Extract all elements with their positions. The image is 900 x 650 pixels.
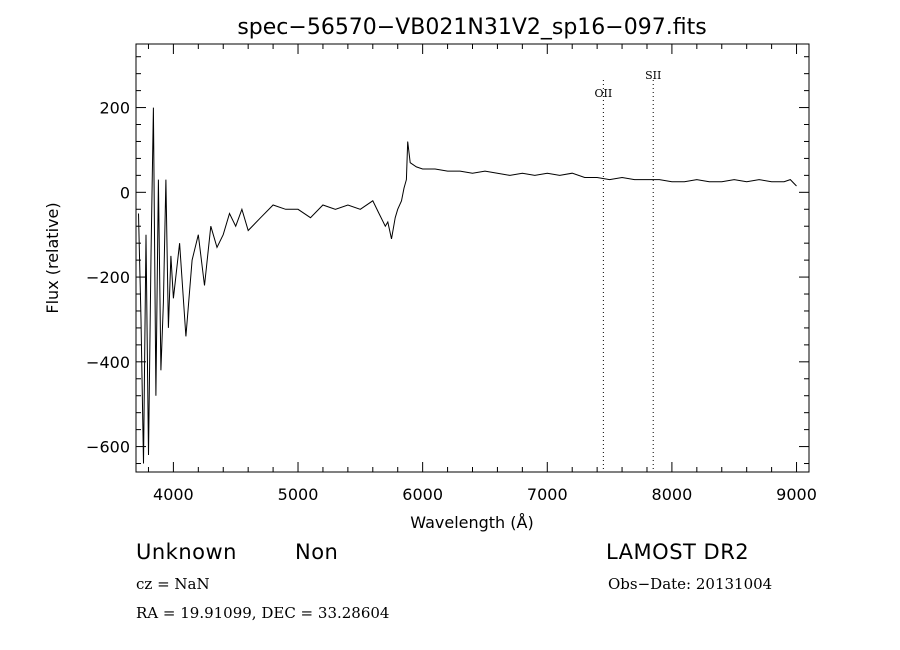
redshift-text: cz = NaN (136, 575, 210, 593)
x-tick-label: 9000 (776, 485, 817, 504)
spectrum-line (138, 107, 797, 464)
plot-frame (135, 43, 810, 473)
annotation-label: SII (645, 69, 661, 82)
y-tick-label: 0 (120, 183, 130, 202)
x-axis-label: Wavelength (Å) (410, 513, 533, 532)
coordinates-text: RA = 19.91099, DEC = 33.28604 (136, 604, 390, 622)
x-tick-label: 7000 (527, 485, 568, 504)
annotation-label: OII (595, 87, 613, 100)
y-tick-label: −200 (86, 268, 130, 287)
x-tick-label: 6000 (402, 485, 443, 504)
y-tick-label: −400 (86, 353, 130, 372)
x-tick-label: 5000 (278, 485, 319, 504)
object-subclass: Non (295, 540, 339, 564)
axis-ticks: 4000 5000 6000 7000 8000 9000 −600 −400 −200 0 200 (86, 44, 817, 504)
y-axis-label: Flux (relative) (43, 202, 62, 313)
line-annotations: OII SII (595, 69, 661, 472)
survey-name: LAMOST DR2 (606, 540, 750, 564)
x-tick-label: 4000 (153, 485, 194, 504)
y-tick-label: 200 (99, 99, 130, 118)
object-class: Unknown (136, 540, 237, 564)
obs-date-text: Obs−Date: 20131004 (608, 575, 773, 593)
y-tick-label: −600 (86, 438, 130, 457)
chart-title: spec−56570−VB021N31V2_sp16−097.fits (237, 15, 706, 40)
x-tick-label: 8000 (652, 485, 693, 504)
